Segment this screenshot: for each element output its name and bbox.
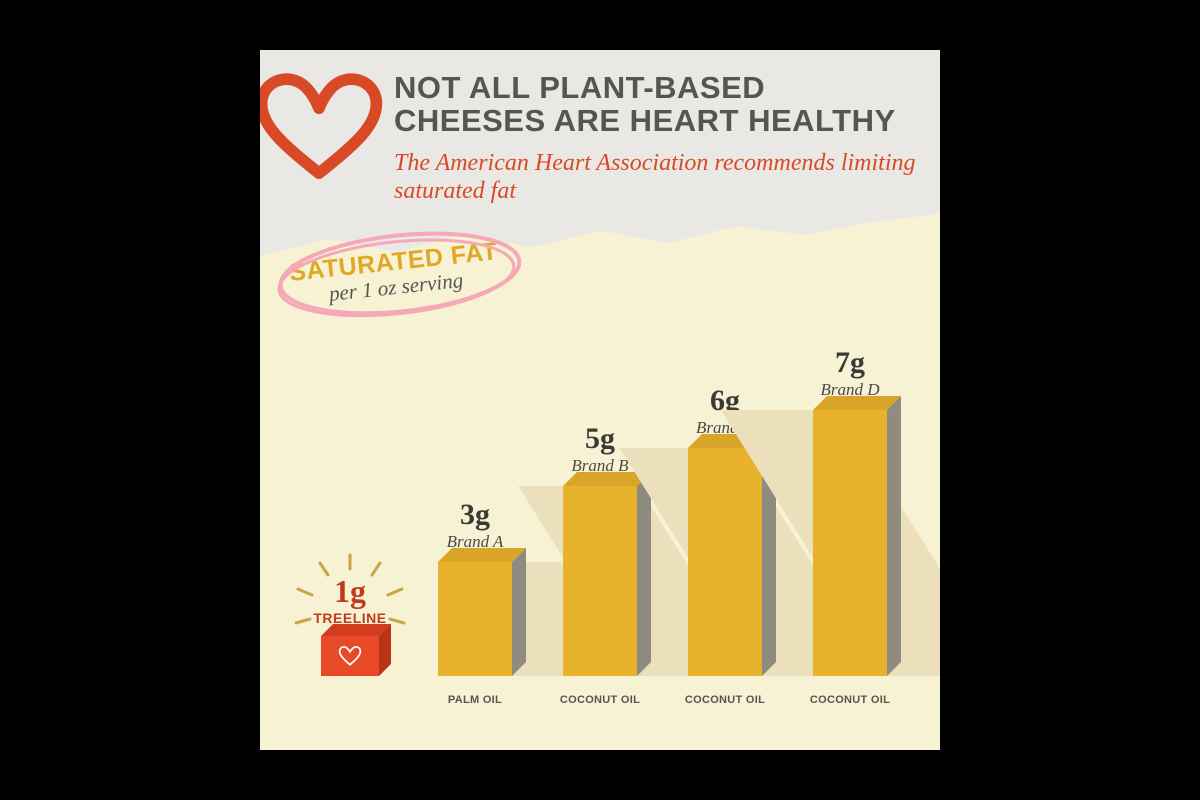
oil-label: COCONUT OIL xyxy=(800,694,900,706)
bar-rect xyxy=(438,562,512,676)
oil-labels-row: PALM OIL COCONUT OIL COCONUT OIL COCONUT… xyxy=(300,694,900,706)
bar-value: 7g xyxy=(835,346,865,380)
small-heart-icon xyxy=(337,643,363,669)
bar-value: 5g xyxy=(585,422,615,456)
title: NOT ALL PLANT-BASED CHEESES ARE HEART HE… xyxy=(394,72,916,137)
bar-treeline: 1g TREELINE xyxy=(300,573,400,676)
bar-brand-d: 7g Brand D xyxy=(800,346,900,676)
oil-label: PALM OIL xyxy=(425,694,525,706)
heart-icon xyxy=(260,64,384,194)
bar-brand-a: 3g Brand A xyxy=(425,498,525,676)
bar-rect xyxy=(688,448,762,676)
bar-rect xyxy=(813,410,887,676)
bar-chart: 1g TREELINE 3g Brand A xyxy=(300,286,900,706)
bar-rect xyxy=(321,636,379,676)
bars-row: 1g TREELINE 3g Brand A xyxy=(300,316,900,676)
bar-value: 3g xyxy=(460,498,490,532)
bar-value: 1g xyxy=(334,573,366,610)
infographic-card: NOT ALL PLANT-BASED CHEESES ARE HEART HE… xyxy=(260,50,940,750)
oil-label: COCONUT OIL xyxy=(550,694,650,706)
bar-rect xyxy=(563,486,637,676)
subtitle: The American Heart Association recommend… xyxy=(394,150,916,205)
oil-label: COCONUT OIL xyxy=(675,694,775,706)
